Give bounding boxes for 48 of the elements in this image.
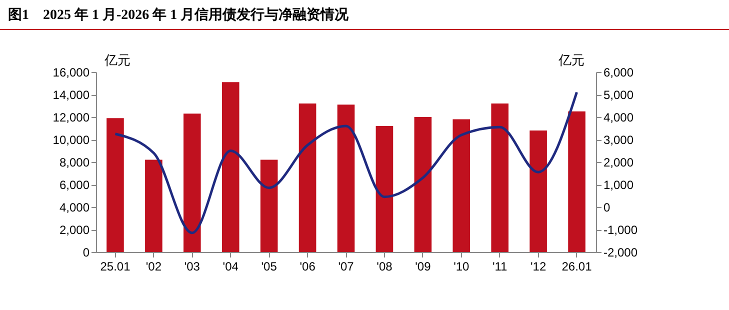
line-series <box>114 91 578 234</box>
y2-tick-label: 4,000 <box>604 110 634 124</box>
y2-axis-title: 亿元 <box>558 52 584 68</box>
bar <box>337 104 355 252</box>
y-tick-label: 2,000 <box>59 223 90 237</box>
y-tick-label: 0 <box>82 246 90 260</box>
x-tick-label: '12 <box>530 260 546 274</box>
bar <box>260 160 278 252</box>
bar <box>376 126 394 252</box>
y-tick-label: 4,000 <box>59 200 90 214</box>
x-tick-label: '04 <box>222 260 239 274</box>
bar <box>145 160 162 252</box>
bar <box>414 117 432 252</box>
y2-tick-label: -1,000 <box>604 223 638 237</box>
bar <box>491 104 508 252</box>
y2-tick-label: 1,000 <box>604 178 634 192</box>
y-tick-label: 8,000 <box>59 156 90 170</box>
x-tick-label: '09 <box>415 260 432 274</box>
y-tick-label: 6,000 <box>59 178 90 192</box>
y2-tick-label: 6,000 <box>604 66 634 80</box>
y2-tick-label: 2,000 <box>604 156 634 170</box>
bar <box>184 114 201 252</box>
y2-tick-label: 3,000 <box>604 133 634 147</box>
x-tick-label: '08 <box>376 260 393 274</box>
x-tick-label: '11 <box>492 260 508 274</box>
y2-tick-label: 0 <box>604 200 610 214</box>
bar <box>298 104 316 252</box>
x-tick-label: '07 <box>338 260 354 274</box>
y-tick-label: 12,000 <box>52 110 90 124</box>
x-tick-label: '03 <box>184 260 200 274</box>
y-axis-title: 亿元 <box>104 52 130 68</box>
y-tick-label: 10,000 <box>52 133 90 147</box>
x-tick-label: 25.01 <box>100 260 131 274</box>
x-tick-label: '06 <box>300 260 316 274</box>
bar <box>222 82 240 252</box>
chart-title: 图1 2025 年 1 月-2026 年 1 月信用债发行与净融资情况 <box>0 0 729 30</box>
x-tick-label: '05 <box>261 260 278 274</box>
bar <box>452 119 470 252</box>
x-tick-label: '02 <box>146 260 162 274</box>
bar <box>530 130 547 252</box>
y2-tick-label: -2,000 <box>604 246 638 260</box>
y2-tick-label: 5,000 <box>604 88 634 102</box>
bar <box>106 118 124 252</box>
x-tick-label: '10 <box>454 260 470 274</box>
bar <box>568 111 586 252</box>
y-tick-label: 16,000 <box>52 66 90 80</box>
x-tick-label: 26.01 <box>562 260 592 274</box>
y-tick-label: 14,000 <box>52 88 90 102</box>
